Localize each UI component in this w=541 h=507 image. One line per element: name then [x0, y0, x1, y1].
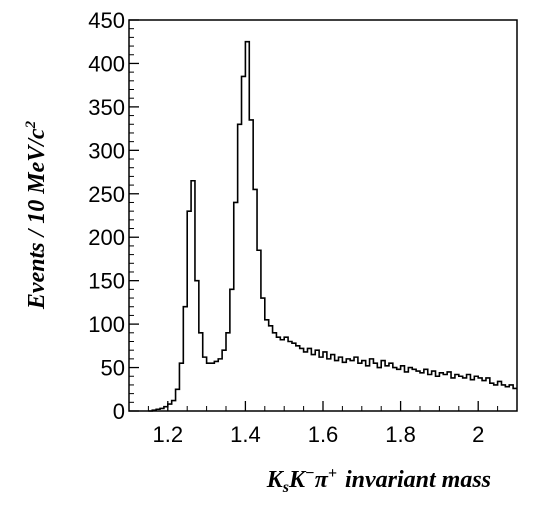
x-axis: 1.2 1.4 1.6 1.8 2: [147, 401, 499, 447]
y-tick-label: 300: [88, 138, 125, 163]
y-axis: 0 50 100 150 200 250 300 350 400 450: [88, 8, 139, 424]
x-axis-label-pi: π: [315, 467, 329, 493]
y-tick-label: 50: [101, 356, 125, 381]
histogram-series: [148, 40, 517, 412]
x-axis-label-k2: K: [288, 467, 307, 493]
x-tick-label: 2: [472, 422, 484, 447]
x-axis-label-plus: +: [328, 465, 337, 482]
y-tick-label: 250: [88, 182, 125, 207]
y-tick-label: 150: [88, 269, 125, 294]
y-axis-label: Events / 10 MeV/c2: [23, 120, 50, 310]
y-tick-label: 400: [88, 51, 125, 76]
y-tick-label: 350: [88, 95, 125, 120]
x-axis-label-s: s: [282, 479, 289, 496]
y-axis-label-sup: 2: [23, 120, 39, 129]
x-tick-label: 1.6: [308, 422, 339, 447]
x-axis-label-k: K: [266, 467, 285, 493]
x-tick-label: 1.8: [385, 422, 416, 447]
y-tick-label: 450: [88, 8, 125, 33]
y-tick-label: 100: [88, 312, 125, 337]
x-tick-label: 1.4: [230, 422, 261, 447]
x-axis-label: KsK−π+ invariant mass: [266, 465, 491, 496]
x-tick-label: 1.2: [153, 422, 184, 447]
x-axis-label-minus: −: [305, 465, 315, 482]
y-axis-label-main: Events / 10 MeV/c: [24, 128, 50, 310]
y-tick-label: 0: [113, 399, 125, 424]
y-tick-label: 200: [88, 225, 125, 250]
x-axis-label-rest: invariant mass: [345, 467, 491, 493]
